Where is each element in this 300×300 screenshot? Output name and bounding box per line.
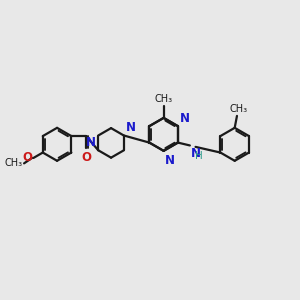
Text: O: O [81,152,91,164]
Text: N: N [191,147,201,160]
Text: N: N [180,112,190,125]
Text: N: N [86,136,96,149]
Text: CH₃: CH₃ [229,104,247,114]
Text: O: O [22,152,32,164]
Text: N: N [165,154,175,167]
Text: N: N [126,121,136,134]
Text: H: H [195,151,203,160]
Text: CH₃: CH₃ [154,94,173,104]
Text: CH₃: CH₃ [4,158,23,168]
